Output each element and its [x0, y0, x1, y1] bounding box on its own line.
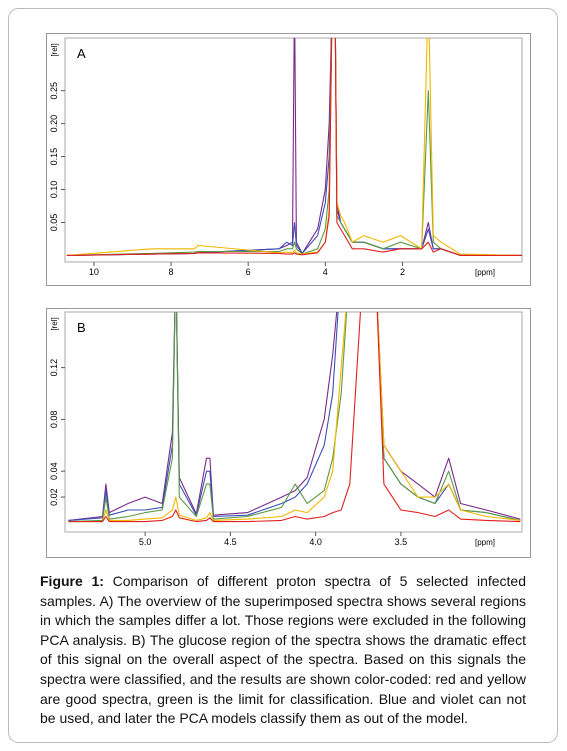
spectra — [66, 38, 522, 256]
caption-text: Comparison of different proton spectra o… — [40, 573, 526, 727]
x-tick-label: 2 — [400, 267, 405, 277]
x-tick-label: 3.5 — [395, 537, 408, 547]
y-tick-label: 0.02 — [49, 488, 59, 506]
page-border — [8, 8, 558, 743]
y-axis-label: [rel] — [50, 43, 59, 56]
x-tick-label: 4.5 — [224, 537, 237, 547]
caption: Figure 1: Comparison of different proton… — [40, 572, 526, 729]
x-tick-label: 10 — [89, 267, 99, 277]
x-axis-label: [ppm] — [475, 538, 495, 547]
spectrum-line — [66, 38, 522, 256]
x-tick-label: 4 — [323, 267, 328, 277]
y-tick-label: 0.08 — [49, 411, 59, 429]
y-tick-label: 0.25 — [49, 82, 59, 100]
spectrum-line — [66, 38, 522, 256]
x-tick-label: 4.0 — [309, 537, 322, 547]
plot-area — [64, 37, 523, 263]
chart-frame — [46, 33, 531, 286]
spectrum-line — [68, 312, 521, 521]
y-tick-label: 0.15 — [49, 148, 59, 166]
spectrum-line — [66, 38, 522, 256]
spectrum-line — [68, 312, 521, 523]
plot-area — [64, 311, 523, 533]
spectrum-line — [68, 312, 521, 523]
y-tick-label: 0.12 — [49, 359, 59, 377]
x-axis-label: [ppm] — [475, 268, 495, 277]
x-tick-label: 8 — [169, 267, 174, 277]
panel-label: A — [77, 46, 86, 61]
spectrum-line — [66, 38, 522, 256]
spectra — [68, 312, 521, 523]
spectrum-line — [66, 38, 522, 256]
y-tick-label: 0.05 — [49, 214, 59, 232]
y-axis-label: [rel] — [50, 317, 59, 330]
y-tick-label: 0.20 — [49, 115, 59, 133]
chart-frame — [46, 308, 531, 558]
x-tick-label: 6 — [246, 267, 251, 277]
caption-label: Figure 1: — [40, 573, 104, 589]
spectrum-line — [68, 312, 521, 523]
y-tick-label: 0.10 — [49, 181, 59, 199]
y-tick-label: 0.04 — [49, 462, 59, 480]
x-tick-label: 5.0 — [139, 537, 152, 547]
panel-label: B — [77, 320, 86, 335]
